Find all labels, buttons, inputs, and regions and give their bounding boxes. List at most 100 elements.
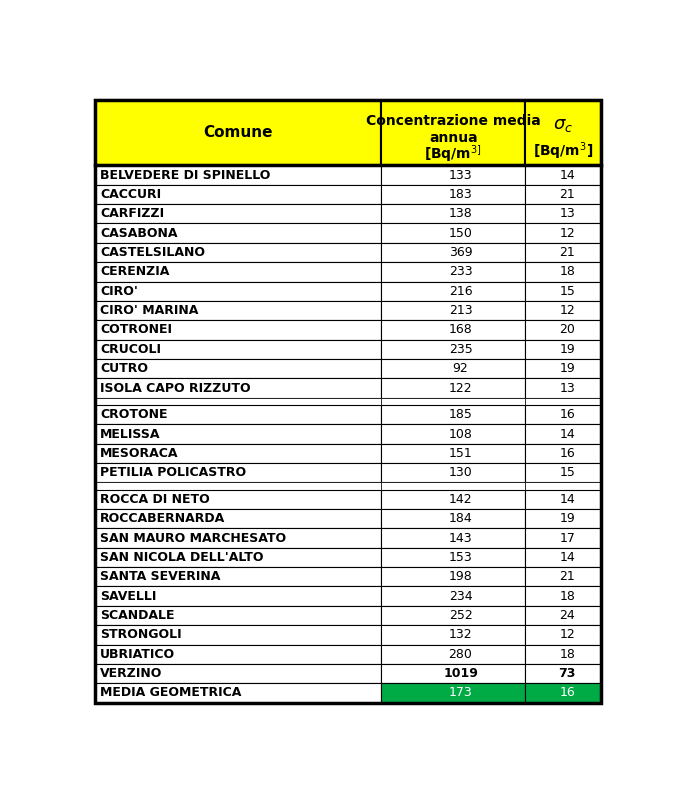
Text: MELISSA: MELISSA bbox=[100, 428, 161, 440]
Text: CROTONE: CROTONE bbox=[100, 408, 168, 421]
Text: 184: 184 bbox=[449, 512, 473, 525]
Bar bbox=[381, 242, 525, 262]
Text: 235: 235 bbox=[449, 343, 473, 356]
Text: 233: 233 bbox=[449, 266, 473, 278]
Text: 143: 143 bbox=[449, 532, 473, 545]
Text: 73: 73 bbox=[559, 667, 576, 680]
Text: 216: 216 bbox=[449, 285, 473, 297]
Text: 234: 234 bbox=[449, 590, 473, 603]
Text: CASTELSILANO: CASTELSILANO bbox=[100, 246, 205, 259]
Bar bbox=[525, 483, 601, 490]
Bar bbox=[525, 625, 601, 645]
Text: 18: 18 bbox=[559, 590, 575, 603]
Bar bbox=[95, 425, 381, 444]
Bar bbox=[95, 301, 381, 320]
Bar bbox=[95, 490, 381, 509]
Text: 183: 183 bbox=[449, 188, 473, 201]
Bar bbox=[525, 606, 601, 625]
Bar bbox=[95, 339, 381, 359]
Bar bbox=[381, 405, 525, 425]
Text: 12: 12 bbox=[559, 628, 575, 642]
Text: 15: 15 bbox=[559, 466, 575, 479]
Bar bbox=[95, 664, 381, 683]
Text: 14: 14 bbox=[559, 428, 575, 440]
Text: SCANDALE: SCANDALE bbox=[100, 609, 175, 622]
Bar bbox=[95, 398, 381, 405]
Bar bbox=[525, 320, 601, 339]
Text: 92: 92 bbox=[453, 363, 468, 375]
Text: BELVEDERE DI SPINELLO: BELVEDERE DI SPINELLO bbox=[100, 169, 271, 181]
Text: 138: 138 bbox=[449, 207, 473, 220]
Bar bbox=[525, 567, 601, 587]
Text: 21: 21 bbox=[559, 570, 575, 584]
Bar bbox=[381, 606, 525, 625]
Bar bbox=[95, 378, 381, 398]
Text: ISOLA CAPO RIZZUTO: ISOLA CAPO RIZZUTO bbox=[100, 382, 251, 394]
Text: ROCCABERNARDA: ROCCABERNARDA bbox=[100, 512, 225, 525]
Bar bbox=[381, 645, 525, 664]
Bar bbox=[525, 262, 601, 281]
Bar bbox=[525, 165, 601, 184]
Text: CARFIZZI: CARFIZZI bbox=[100, 207, 165, 220]
Bar bbox=[381, 490, 525, 509]
Text: 16: 16 bbox=[559, 447, 575, 460]
Bar bbox=[381, 509, 525, 529]
Bar bbox=[95, 567, 381, 587]
Bar bbox=[381, 529, 525, 548]
Text: Comune: Comune bbox=[203, 126, 273, 141]
Text: 151: 151 bbox=[449, 447, 473, 460]
Text: 21: 21 bbox=[559, 188, 575, 201]
Text: 15: 15 bbox=[559, 285, 575, 297]
Bar bbox=[525, 339, 601, 359]
Text: 17: 17 bbox=[559, 532, 575, 545]
Bar bbox=[381, 165, 525, 184]
Text: CIRO': CIRO' bbox=[100, 285, 138, 297]
Text: 19: 19 bbox=[559, 512, 575, 525]
Text: MEDIA GEOMETRICA: MEDIA GEOMETRICA bbox=[100, 686, 242, 700]
Bar bbox=[525, 683, 601, 703]
Text: 18: 18 bbox=[559, 266, 575, 278]
Bar bbox=[525, 529, 601, 548]
Text: PETILIA POLICASTRO: PETILIA POLICASTRO bbox=[100, 466, 246, 479]
Text: 108: 108 bbox=[449, 428, 473, 440]
Bar bbox=[381, 204, 525, 223]
Bar bbox=[525, 444, 601, 463]
Text: 1019: 1019 bbox=[443, 667, 478, 680]
Bar bbox=[95, 645, 381, 664]
Text: 153: 153 bbox=[449, 551, 473, 564]
Text: 122: 122 bbox=[449, 382, 473, 394]
Text: 16: 16 bbox=[559, 686, 575, 700]
Text: 19: 19 bbox=[559, 363, 575, 375]
Text: 19: 19 bbox=[559, 343, 575, 356]
Text: 18: 18 bbox=[559, 648, 575, 661]
Bar bbox=[525, 301, 601, 320]
Bar bbox=[525, 398, 601, 405]
Text: 20: 20 bbox=[559, 324, 575, 336]
Text: UBRIATICO: UBRIATICO bbox=[100, 648, 175, 661]
Bar bbox=[381, 483, 525, 490]
Text: 13: 13 bbox=[559, 207, 575, 220]
Bar bbox=[525, 490, 601, 509]
Bar bbox=[381, 463, 525, 483]
Text: 142: 142 bbox=[449, 493, 473, 506]
Bar bbox=[381, 625, 525, 645]
Bar bbox=[381, 100, 525, 165]
Bar bbox=[381, 664, 525, 683]
Bar bbox=[95, 463, 381, 483]
Text: 13: 13 bbox=[559, 382, 575, 394]
Text: [Bq/m$^{3]}$: [Bq/m$^{3]}$ bbox=[424, 143, 482, 164]
Text: SAN NICOLA DELL'ALTO: SAN NICOLA DELL'ALTO bbox=[100, 551, 264, 564]
Text: CACCURI: CACCURI bbox=[100, 188, 162, 201]
Text: 280: 280 bbox=[449, 648, 473, 661]
Bar bbox=[95, 320, 381, 339]
Bar bbox=[525, 664, 601, 683]
Text: 12: 12 bbox=[559, 304, 575, 317]
Bar bbox=[381, 320, 525, 339]
Bar bbox=[95, 281, 381, 301]
Text: COTRONEI: COTRONEI bbox=[100, 324, 173, 336]
Bar bbox=[381, 223, 525, 242]
Bar bbox=[95, 606, 381, 625]
Bar bbox=[381, 444, 525, 463]
Bar bbox=[381, 359, 525, 378]
Text: 130: 130 bbox=[449, 466, 473, 479]
